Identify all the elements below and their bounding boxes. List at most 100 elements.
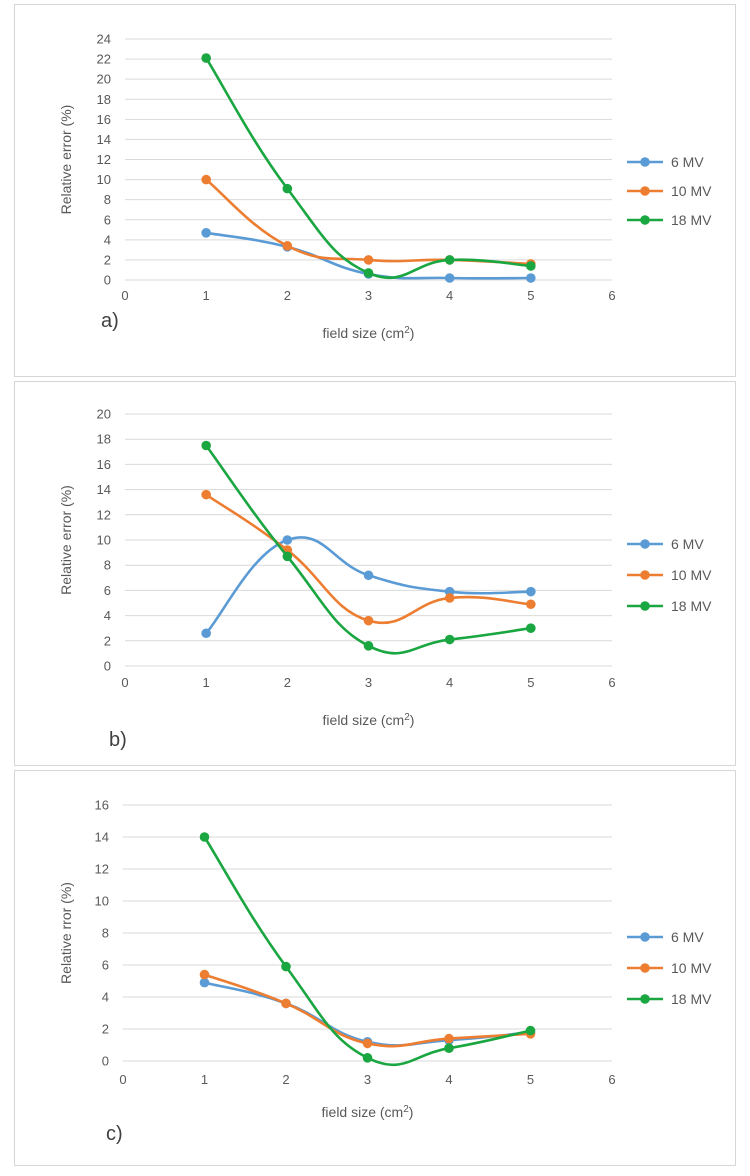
data-point	[363, 615, 374, 626]
x-tick-label: 2	[284, 675, 291, 690]
x-axis-title-superscript: 2	[403, 1104, 409, 1115]
y-tick-label: 12	[95, 862, 109, 877]
series-line-10-mv	[203, 973, 532, 1048]
chart-panel-b: 0 2 4 6 8 10 12 14 16 18 20 0 1 2 3 4 5 6 Relative error (…	[14, 381, 736, 766]
y-tick-label: 20	[97, 72, 111, 87]
x-tick-label: 4	[446, 675, 453, 690]
x-tick-label: 4	[445, 1072, 452, 1087]
data-point	[444, 593, 455, 603]
series-line-6-mv	[204, 536, 533, 635]
x-axis-title-end: )	[409, 1104, 414, 1120]
y-tick-label: 12	[97, 507, 111, 522]
x-axis-title-main: field size (cm	[323, 712, 405, 728]
x-tick-label: 0	[121, 675, 128, 690]
series-line-18-mv	[203, 835, 532, 1067]
data-point	[282, 551, 293, 562]
legend-marker	[640, 186, 650, 196]
data-point	[282, 241, 293, 251]
x-axis-title-main: field size (cm	[322, 1104, 404, 1120]
y-tick-label: 14	[97, 482, 111, 497]
x-tick-label: 1	[203, 288, 210, 303]
y-tick-label: 2	[104, 633, 111, 648]
chart-panel-c: 0 2 4 6 8 10 12 14 16 0 1 2 3 4 5 6 Relative rror (%) fie…	[14, 770, 736, 1166]
x-axis-title-end: )	[410, 325, 415, 341]
data-point	[201, 440, 211, 451]
x-axis-title: field size (cm2)	[322, 1104, 414, 1120]
x-tick-label: 6	[608, 288, 615, 303]
data-point	[444, 255, 455, 265]
data-point	[444, 1033, 454, 1044]
legend-marker	[640, 932, 650, 942]
legend-marker	[640, 963, 650, 973]
x-tick-label: 5	[527, 675, 534, 690]
y-tick-label: 4	[104, 608, 111, 623]
y-tick-label: 6	[102, 958, 109, 973]
data-point	[201, 628, 211, 639]
legend-label: 6 MV	[671, 929, 704, 945]
y-tick-label: 22	[97, 52, 111, 67]
y-tick-label: 4	[102, 990, 109, 1005]
y-tick-label: 0	[102, 1054, 109, 1069]
series-line-18-mv	[204, 56, 533, 279]
legend-label: 10 MV	[671, 183, 712, 199]
data-point	[444, 634, 455, 645]
data-point	[525, 1025, 536, 1036]
y-tick-label: 18	[97, 92, 111, 107]
data-point	[526, 599, 536, 610]
x-tick-label: 3	[365, 675, 372, 690]
data-point	[362, 1053, 373, 1063]
data-point	[526, 261, 536, 271]
panel-label: b)	[109, 729, 127, 751]
y-tick-label: 8	[104, 192, 111, 207]
x-tick-label: 3	[364, 1072, 371, 1087]
y-tick-label: 6	[104, 583, 111, 598]
panel-label: a)	[101, 310, 119, 332]
x-tick-label: 1	[201, 1072, 208, 1087]
y-tick-label: 8	[104, 558, 111, 573]
x-axis-title-superscript: 2	[404, 712, 410, 723]
data-point	[526, 586, 536, 597]
x-axis-title: field size (cm2)	[323, 712, 415, 728]
legend-label: 10 MV	[671, 567, 712, 583]
data-point	[363, 255, 374, 265]
x-tick-label: 5	[527, 288, 534, 303]
y-tick-label: 16	[97, 112, 111, 127]
legend-label: 6 MV	[671, 154, 704, 170]
x-axis-title-superscript: 2	[404, 325, 410, 336]
data-point	[363, 570, 374, 581]
x-axis-title: field size (cm2)	[323, 325, 415, 341]
series-line-10-mv	[204, 178, 533, 266]
legend-marker	[640, 157, 650, 167]
x-axis-title-end: )	[410, 712, 415, 728]
legend-marker	[640, 539, 650, 549]
y-tick-label: 10	[95, 894, 109, 909]
chart-panel-a: 0 2 4 6 8 10 12 14 16 18 20 22 24 0 1 2 3 4 5 6 Relative err…	[14, 4, 736, 377]
data-point	[199, 977, 210, 988]
y-tick-label: 2	[102, 1022, 109, 1037]
legend-label: 18 MV	[671, 212, 712, 228]
y-tick-label: 10	[97, 533, 111, 548]
y-tick-label: 18	[97, 432, 111, 447]
data-point	[526, 623, 536, 633]
panel-label: c)	[106, 1123, 123, 1145]
y-tick-label: 6	[104, 212, 111, 227]
x-tick-label: 0	[121, 288, 128, 303]
y-tick-label: 14	[97, 132, 111, 147]
y-tick-label: 8	[102, 926, 109, 941]
data-point	[526, 273, 536, 283]
y-tick-label: 0	[104, 273, 111, 288]
x-tick-label: 4	[446, 288, 453, 303]
legend-marker	[640, 994, 650, 1004]
y-tick-label: 0	[104, 659, 111, 674]
legend-label: 18 MV	[671, 991, 712, 1007]
y-axis-title: Relative rror (%)	[58, 882, 74, 984]
data-point	[281, 961, 291, 972]
legend-label: 6 MV	[671, 536, 704, 552]
x-tick-label: 5	[527, 1072, 534, 1087]
x-tick-label: 2	[284, 288, 291, 303]
data-point	[282, 183, 293, 194]
data-point	[363, 268, 374, 278]
y-axis-title: Relative error (%)	[58, 105, 74, 215]
data-point	[199, 969, 210, 980]
